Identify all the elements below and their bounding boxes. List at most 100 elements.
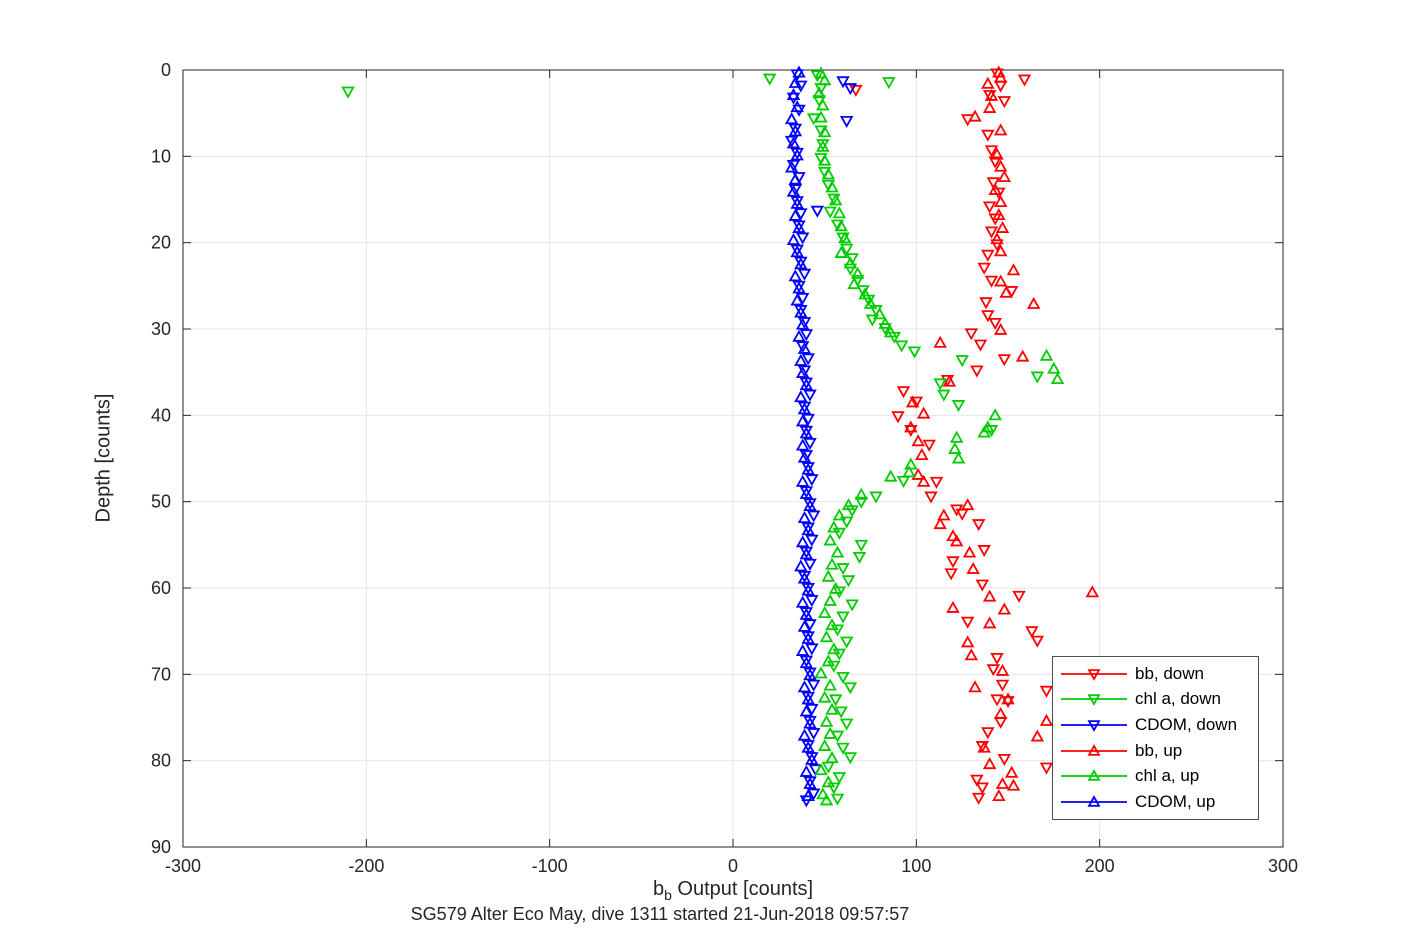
- data-marker: [839, 516, 854, 529]
- data-marker: [823, 533, 837, 546]
- data-marker: [795, 535, 810, 548]
- data-marker: [872, 307, 887, 320]
- data-marker: [937, 508, 951, 521]
- data-marker: [834, 706, 848, 719]
- data-marker: [839, 243, 854, 256]
- series-bb-up: [904, 65, 1100, 802]
- data-marker: [786, 87, 801, 100]
- data-marker: [799, 656, 814, 669]
- data-marker: [981, 129, 995, 142]
- data-marker: [805, 474, 819, 487]
- data-marker: [916, 406, 931, 419]
- data-marker: [911, 467, 925, 480]
- data-marker: [997, 602, 1012, 615]
- data-marker: [792, 329, 806, 342]
- data-marker: [944, 568, 958, 581]
- data-marker: [799, 378, 814, 391]
- data-marker: [850, 266, 865, 279]
- x-tick-label: -300: [165, 856, 201, 876]
- data-marker: [843, 752, 858, 765]
- data-marker: [993, 244, 1008, 257]
- y-tick-label: 60: [151, 578, 171, 598]
- data-marker: [915, 448, 929, 461]
- y-tick-label: 50: [151, 492, 171, 512]
- data-marker: [832, 206, 847, 219]
- data-marker: [1047, 361, 1061, 374]
- data-marker: [806, 510, 821, 523]
- data-marker: [799, 764, 814, 777]
- y-tick-label: 0: [161, 60, 171, 80]
- data-marker: [803, 498, 817, 511]
- data-marker: [854, 539, 869, 552]
- data-marker: [799, 607, 814, 620]
- data-marker: [832, 508, 847, 521]
- data-marker: [984, 226, 999, 239]
- data-marker: [836, 671, 850, 684]
- legend-marker-triangle-up: [1061, 769, 1127, 782]
- x-tick-label: 0: [728, 856, 738, 876]
- data-marker: [803, 389, 817, 402]
- data-marker: [825, 702, 839, 715]
- data-marker: [993, 123, 1008, 136]
- data-marker: [993, 716, 1008, 729]
- data-marker: [933, 517, 947, 530]
- data-marker: [1004, 765, 1019, 778]
- data-marker: [814, 110, 828, 123]
- data-marker: [977, 740, 991, 753]
- data-marker: [1001, 696, 1015, 709]
- data-marker: [1012, 590, 1026, 603]
- data-marker: [858, 287, 872, 300]
- data-marker: [1087, 743, 1101, 756]
- data-marker: [828, 193, 843, 206]
- data-marker: [784, 160, 799, 173]
- data-marker: [990, 147, 1004, 160]
- x-axis-label: bb Output [counts]: [653, 878, 813, 903]
- data-marker: [836, 76, 850, 89]
- legend-marker-triangle-up: [1061, 743, 1127, 756]
- data-marker: [1006, 263, 1021, 276]
- data-marker: [1085, 585, 1100, 598]
- x-tick-label: -200: [348, 856, 384, 876]
- data-marker: [993, 274, 1008, 287]
- data-marker: [821, 775, 836, 788]
- data-marker: [865, 314, 880, 327]
- data-marker: [968, 109, 982, 122]
- data-marker: [951, 400, 966, 413]
- data-marker: [946, 529, 960, 542]
- data-marker: [997, 753, 1012, 766]
- y-tick-label: 20: [151, 233, 171, 253]
- data-marker: [905, 395, 920, 408]
- data-marker: [988, 408, 1002, 421]
- data-marker: [891, 411, 905, 424]
- data-marker: [1030, 635, 1045, 648]
- data-marker: [832, 772, 847, 785]
- data-marker: [1039, 713, 1054, 726]
- data-marker: [1017, 74, 1032, 87]
- data-marker: [797, 511, 812, 524]
- data-marker: [806, 788, 821, 801]
- data-marker: [986, 177, 1001, 190]
- data-marker: [933, 378, 947, 391]
- data-marker: [788, 172, 803, 185]
- series-chl-a-up: [812, 66, 1065, 806]
- data-marker: [849, 84, 863, 97]
- data-marker: [832, 527, 847, 540]
- data-marker: [799, 547, 814, 560]
- data-marker: [955, 508, 969, 521]
- data-marker: [823, 593, 837, 606]
- data-marker: [797, 619, 812, 632]
- legend-label: bb, up: [1135, 740, 1183, 760]
- data-marker: [924, 491, 938, 504]
- data-marker: [806, 728, 821, 741]
- data-marker: [830, 219, 845, 232]
- data-marker: [801, 462, 815, 475]
- data-marker: [975, 782, 990, 795]
- data-marker: [795, 595, 810, 608]
- data-marker: [801, 692, 815, 705]
- legend-entry-chl-a-down: chl a, down: [1053, 687, 1258, 712]
- data-marker: [823, 726, 837, 739]
- data-marker: [790, 196, 804, 209]
- data-marker: [788, 75, 803, 88]
- legend-entry-cdom-up: CDOM, up: [1053, 790, 1258, 815]
